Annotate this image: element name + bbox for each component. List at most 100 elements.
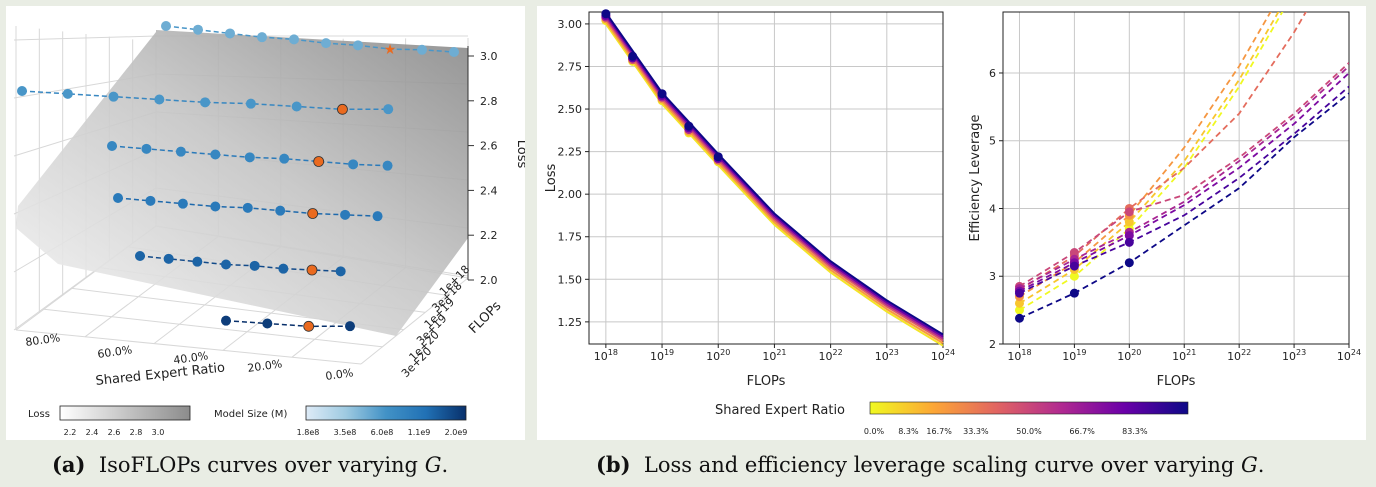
data-point [210,149,221,160]
data-point [262,318,273,329]
scaling-charts: 1018 1019 1020 1021 1022 1023 1024 1.25 1.50 1.75… [544,9,1361,436]
leverage-point [1069,288,1079,298]
z-tick-label: 2.8 [480,95,498,108]
leverage-point [1069,261,1079,271]
data-point [225,28,235,39]
left-wall-gridline [13,35,157,41]
data-point [383,104,394,115]
z-tick-label: 2.4 [480,184,498,197]
floor-gridline [15,329,362,365]
y-tick-label: 5 [989,135,996,148]
isoflops-3d-chart: 2.02.22.42.62.83.0Loss1e+183e+181e+193e+… [13,21,525,437]
loss-colorbar-tick: 2.6 [108,428,121,437]
optimal-point [306,264,318,276]
ratio-colorbar-tick: 50.0% [1016,427,1042,436]
data-point [141,143,152,154]
x-tick-label: 1022 [819,348,843,363]
y-tick-label: 1.50 [558,273,583,286]
data-point [321,38,331,49]
x-tick-label: 1023 [875,348,899,363]
z-tick-label: 2.6 [480,140,498,153]
loss-colorbar-tick: 2.4 [86,428,99,437]
data-point [449,47,459,57]
loss-point [628,51,638,61]
ratio-colorbar-tick: 33.3% [963,427,989,436]
floor-gridline [43,308,383,348]
data-point [340,209,351,220]
z-axis-label: Loss [514,140,525,169]
data-point [291,101,302,112]
ratio-colorbar-tick: 16.7% [926,427,952,436]
data-point [417,44,427,55]
loss-point [684,121,694,131]
isoflop-curve-3e+20 [225,319,351,328]
ratio-colorbar-tick: 8.3% [898,427,919,436]
loss-axes: 1018 1019 1020 1021 1022 1023 1024 1.25 1.50 1.75… [558,11,955,363]
data-point [353,40,363,51]
x-tick-label: 1021 [762,348,786,363]
x-tick-label: 1020 [706,348,730,363]
caption-b: (b) Loss and efficiency leverage scaling… [596,452,1265,477]
panel-b: 1018 1019 1020 1021 1022 1023 1024 1.25 1.50 1.75… [537,6,1366,440]
x-tick-label: 1018 [1007,348,1031,363]
data-point [135,251,145,261]
data-point [193,24,203,35]
ratio-axis-label: Shared Expert Ratio [95,360,226,389]
x-tick-label: 1022 [1227,348,1251,363]
y-tick-label: 2.50 [558,103,583,116]
panel-a: 2.0 2.2 2.4 2.6 2.8 3.0 Loss 1e+18 3e+18 1e+19 3e+… [6,6,525,440]
x-tick-label: 1024 [931,348,955,363]
data-point [244,152,255,163]
data-point [210,201,221,212]
data-point [177,198,188,209]
isoflop-curve-1e+18 [165,25,455,53]
data-point [221,259,231,270]
leverage-point [1014,288,1024,298]
y-tick-label: 2.00 [558,188,583,201]
leverage-point [1124,258,1134,268]
data-point [154,94,165,105]
x-tick-label: 1019 [650,348,674,363]
ratio-colorbar [869,401,1189,415]
z-tick-label: 3.0 [480,50,498,63]
optimal-point [337,103,348,115]
plot-frame [588,11,944,345]
ratio-colorbar-tick: 0.0% [864,427,885,436]
loss-colorbar-tick: 2.2 [64,428,77,437]
colorbar-loss-label: Loss [28,409,50,420]
leverage-point [1014,298,1024,308]
leverage-x-label: FLOPs [1157,374,1196,389]
data-point [345,321,355,332]
plot-frame [1002,11,1350,345]
leverage-point [1069,271,1079,281]
leverage-point [1014,305,1024,315]
y-tick-label: 4 [989,202,996,215]
data-point [145,195,156,206]
y-tick-label: 2.75 [558,60,583,73]
data-point [113,193,123,203]
ratio-colorbar-tick: 83.3% [1122,427,1148,436]
ratio-tick-label: 0.0% [325,366,354,383]
leverage-point [1014,313,1024,323]
loss-point [601,9,611,19]
y-tick-label: 6 [989,67,996,80]
leverage-point [1124,231,1134,241]
leverage-point [1069,248,1079,258]
data-point [107,141,117,151]
y-tick-label: 2.25 [558,146,583,159]
y-tick-label: 2 [989,338,996,351]
ratio-colorbar-tick: 66.7% [1069,427,1095,436]
ratio-tick-label: 20.0% [247,357,283,375]
x-tick-label: 1018 [594,348,618,363]
loss-colorbar-tick: 3.0 [152,428,165,437]
z-tick-label: 2.0 [480,274,498,287]
data-point [17,86,27,96]
ratio-colorbar-label: Shared Expert Ratio [715,403,845,418]
loss-x-label: FLOPs [747,374,786,389]
leverage-point [1124,237,1134,247]
leverage-point [1124,207,1134,217]
x-tick-label: 1021 [1172,348,1196,363]
data-point [275,205,286,216]
data-point [382,160,393,171]
optimal-point [303,320,315,332]
